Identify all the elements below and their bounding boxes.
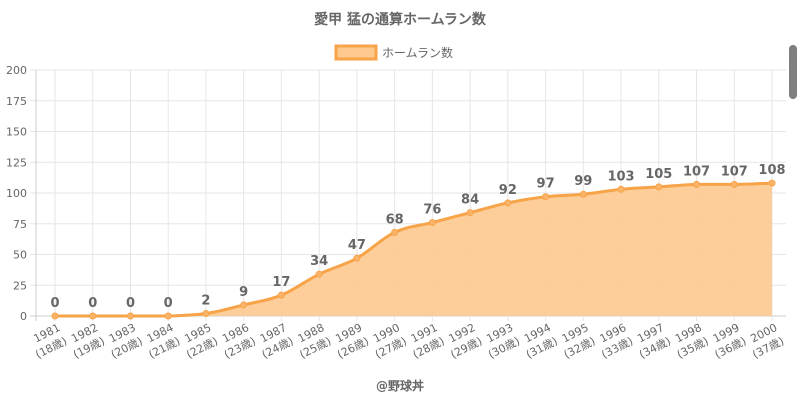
x-tick-label: 1994(31歳) [522, 321, 560, 361]
chart-title: 愛甲 猛の通算ホームラン数 [314, 11, 487, 28]
x-tick-label: 1989(26歳) [333, 321, 371, 361]
data-point [51, 312, 59, 320]
data-point [466, 209, 474, 217]
y-tick-label: 200 [6, 64, 27, 77]
series-area-fill [55, 183, 772, 316]
data-point [730, 180, 738, 188]
data-label: 99 [574, 174, 592, 189]
y-tick-label: 150 [6, 126, 27, 139]
data-point [504, 199, 512, 207]
data-point [428, 219, 436, 227]
data-label: 107 [721, 164, 748, 179]
data-point [391, 228, 399, 236]
y-tick-label: 125 [6, 156, 27, 169]
data-label: 68 [386, 212, 404, 227]
data-label: 105 [645, 167, 672, 182]
y-tick-label: 175 [6, 95, 27, 108]
x-tick-label: 1992(29歳) [447, 321, 485, 361]
data-point [315, 270, 323, 278]
data-point [126, 312, 134, 320]
x-tick-label: 1984(21歳) [145, 321, 183, 361]
data-label: 2 [201, 294, 210, 309]
data-label: 0 [50, 296, 59, 311]
legend-label: ホームラン数 [382, 45, 453, 60]
data-label: 92 [499, 183, 517, 198]
data-point [89, 312, 97, 320]
data-label: 17 [272, 275, 290, 290]
legend-swatch [334, 44, 378, 61]
x-tick-label: 1983(20歳) [107, 321, 145, 361]
data-label: 97 [537, 177, 555, 192]
x-tick-label: 2000(37歳) [749, 321, 787, 361]
x-tick-label: 1999(36歳) [711, 321, 749, 361]
data-point [353, 254, 361, 262]
x-tick-label: 1981(18歳) [32, 321, 70, 361]
data-point [164, 312, 172, 320]
legend[interactable]: ホームラン数 [334, 44, 453, 61]
x-tick-label: 1998(35歳) [673, 321, 711, 361]
data-point [768, 179, 776, 187]
data-label: 0 [88, 296, 97, 311]
y-tick-label: 0 [20, 310, 27, 323]
y-tick-label: 25 [13, 279, 27, 292]
x-tick-label: 1996(33歳) [598, 321, 636, 361]
x-tick-label: 1985(22歳) [182, 321, 220, 361]
chart-credit: @野球丼 [376, 378, 424, 393]
x-tick-label: 1988(25歳) [296, 321, 334, 361]
data-point [240, 301, 248, 309]
x-tick-label: 1986(23歳) [220, 321, 258, 361]
data-label: 108 [758, 163, 785, 178]
x-tick-label: 1987(24歳) [258, 321, 296, 361]
y-tick-label: 100 [6, 187, 27, 200]
data-label: 103 [607, 169, 634, 184]
series-area [54, 181, 773, 318]
data-label: 76 [423, 203, 441, 218]
series-points [51, 179, 776, 320]
data-point [655, 183, 663, 191]
data-label: 84 [461, 193, 479, 208]
data-label: 47 [348, 238, 366, 253]
data-point [277, 291, 285, 299]
x-tick-label: 1991(28歳) [409, 321, 447, 361]
scrollbar-thumb[interactable] [789, 45, 797, 99]
x-tick-label: 1990(27歳) [371, 321, 409, 361]
y-tick-label: 50 [13, 249, 27, 262]
data-point [693, 180, 701, 188]
data-point [579, 190, 587, 198]
y-tick-label: 75 [13, 218, 27, 231]
data-label: 0 [164, 296, 173, 311]
data-label: 107 [683, 164, 710, 179]
data-label: 0 [126, 296, 135, 311]
x-tick-label: 1997(34歳) [635, 321, 673, 361]
data-point [617, 185, 625, 193]
data-labels: 0 0 0 0 2 9 17 34 47 68 76 84 92 97 99 103 105 107 107 108 [50, 163, 785, 311]
y-axis: 0 25 50 75 100 125 150 175 200 [6, 64, 37, 323]
x-axis: 1981(18歳)1982(19歳)1983(20歳)1984(21歳)1985… [32, 321, 787, 361]
data-point [542, 193, 550, 201]
data-point [202, 310, 210, 318]
x-tick-label: 1995(32歳) [560, 321, 598, 361]
x-tick-label: 1993(30歳) [484, 321, 522, 361]
scrollbar[interactable] [786, 0, 800, 400]
data-label: 34 [310, 254, 328, 269]
x-tick-label: 1982(19歳) [69, 321, 107, 361]
data-label: 9 [239, 285, 248, 300]
